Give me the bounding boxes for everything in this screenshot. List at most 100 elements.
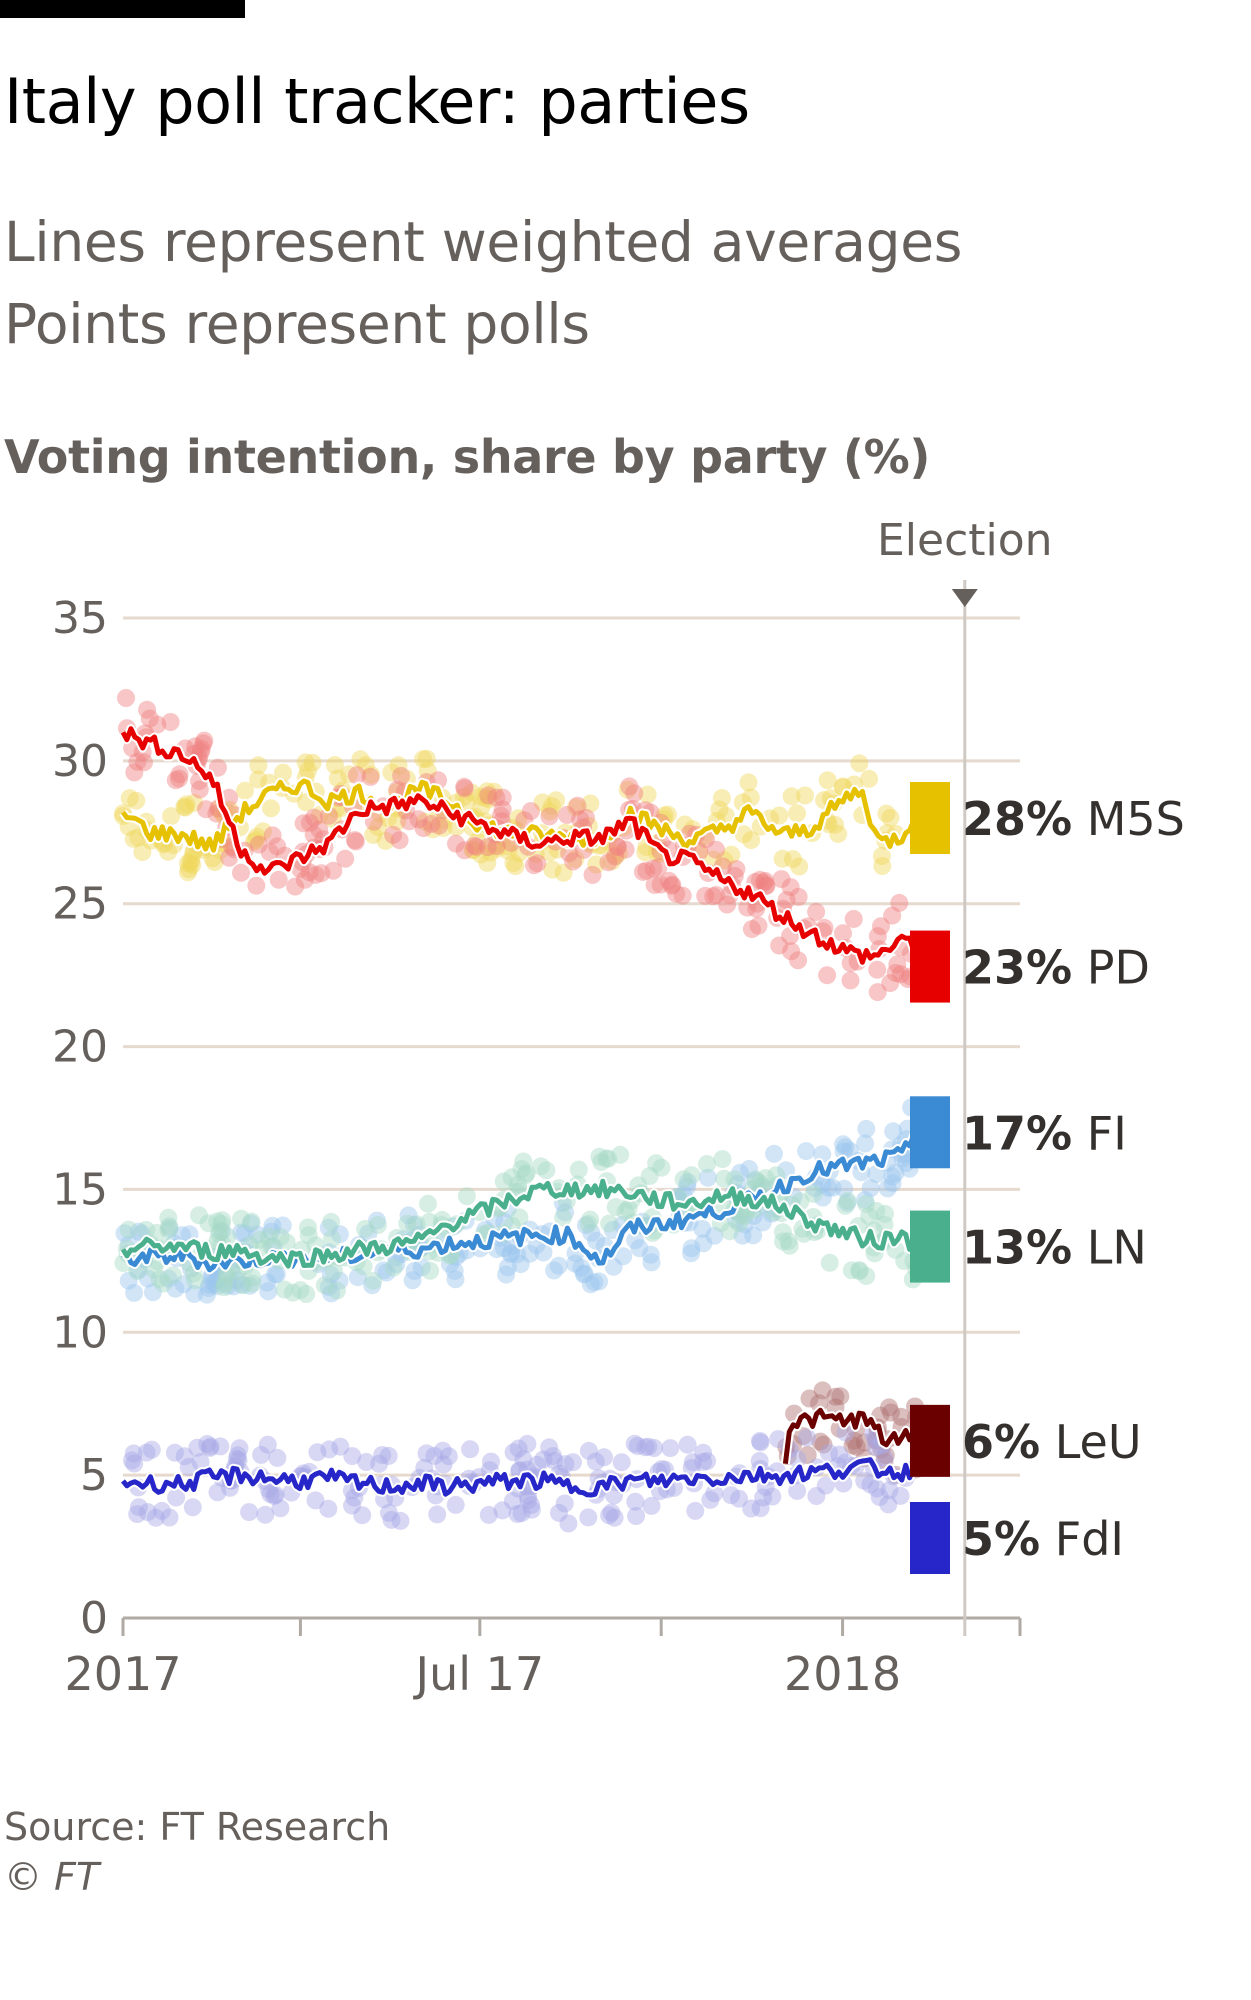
- poll-dot-fdi: [439, 1447, 458, 1466]
- poll-dot-leu: [880, 1398, 898, 1417]
- poll-dot-ln: [746, 1170, 765, 1189]
- poll-dot-fdi: [201, 1437, 220, 1456]
- poll-dot-fi: [682, 1244, 701, 1263]
- y-tick-label: 30: [52, 736, 108, 787]
- poll-dot-fi: [241, 1214, 260, 1233]
- poll-dot-fdi: [331, 1437, 350, 1456]
- poll-dot-fdi: [730, 1489, 748, 1508]
- poll-dot-fi: [219, 1276, 237, 1295]
- poll-dot-ln: [867, 1202, 886, 1220]
- poll-dot-fi: [319, 1277, 338, 1296]
- poll-dot-fdi: [540, 1438, 559, 1457]
- poll-dot-fi: [682, 1239, 701, 1258]
- poll-dot-fi: [883, 1167, 902, 1186]
- poll-dot-fi: [232, 1275, 251, 1294]
- poll-dot-fdi: [788, 1481, 807, 1500]
- poll-dot-pd: [295, 870, 314, 889]
- poll-dot-ln: [277, 1233, 296, 1252]
- poll-dot-pd: [645, 875, 664, 894]
- legend-swatch-ln: [910, 1210, 950, 1283]
- poll-dot-pd: [305, 808, 324, 827]
- poll-dot-ln: [600, 1214, 619, 1233]
- poll-dot-m5s: [587, 855, 606, 874]
- poll-dot-fdi: [763, 1487, 782, 1506]
- poll-dot-fdi: [373, 1446, 392, 1464]
- poll-dot-m5s: [471, 787, 490, 806]
- y-tick-label: 0: [80, 1593, 108, 1644]
- poll-dot-fi: [797, 1142, 816, 1161]
- poll-dot-ln: [398, 1214, 417, 1233]
- poll-dot-pd: [747, 899, 766, 918]
- poll-dot-pd: [148, 715, 167, 734]
- poll-dot-m5s: [356, 756, 375, 775]
- poll-dot-pd: [390, 831, 409, 850]
- poll-dot-fdi: [256, 1505, 275, 1524]
- series-end-label-pd: 23% PD: [962, 941, 1150, 995]
- poll-dot-m5s: [472, 797, 491, 816]
- poll-dot-fdi: [353, 1506, 372, 1525]
- poll-dot-pd: [620, 777, 639, 796]
- poll-dot-pd: [718, 895, 737, 914]
- poll-dot-pd: [868, 983, 887, 1002]
- poll-dot-pd: [117, 689, 135, 707]
- poll-dot-ln: [420, 1212, 439, 1231]
- poll-dot-fdi: [519, 1491, 538, 1510]
- poll-dot-ln: [315, 1276, 334, 1295]
- poll-dot-pd: [455, 841, 474, 860]
- poll-dot-pd: [742, 920, 761, 939]
- poll-dot-ln: [271, 1228, 290, 1246]
- poll-dot-pd: [868, 927, 887, 946]
- poll-dot-fi: [200, 1275, 219, 1294]
- poll-dot-pd: [890, 893, 909, 912]
- poll-dot-ln: [510, 1208, 529, 1227]
- poll-dot-pd: [568, 796, 587, 815]
- poll-dot-leu: [814, 1435, 833, 1454]
- poll-dot-ln: [509, 1175, 528, 1194]
- poll-dot-m5s: [478, 782, 497, 801]
- poll-dot-m5s: [704, 850, 723, 869]
- poll-dot-fdi: [742, 1499, 761, 1518]
- poll-dot-ln: [647, 1154, 666, 1173]
- poll-dot-fdi: [683, 1453, 702, 1472]
- poll-dot-pd: [644, 859, 663, 878]
- poll-dot-m5s: [468, 832, 487, 851]
- poll-dot-fdi: [479, 1505, 498, 1524]
- series-end-label-fdi: 5% FdI: [962, 1512, 1124, 1566]
- poll-dot-pd: [583, 865, 602, 884]
- poll-dot-m5s: [423, 820, 442, 839]
- x-tick-label: 2017: [64, 1647, 181, 1701]
- poll-dot-fi: [861, 1179, 880, 1198]
- poll-dot-fdi: [870, 1488, 889, 1507]
- series-value-fdi: 5%: [962, 1512, 1040, 1566]
- poll-dot-ln: [297, 1285, 316, 1303]
- poll-dot-fi: [581, 1275, 600, 1294]
- poll-dot-fdi: [320, 1440, 339, 1459]
- poll-dot-fi: [834, 1142, 853, 1161]
- poll-dot-ln: [199, 1214, 218, 1233]
- poll-dot-fi: [273, 1216, 292, 1235]
- poll-dot-fi: [614, 1247, 633, 1266]
- poll-dot-ln: [713, 1150, 732, 1169]
- poll-dot-fdi: [461, 1440, 480, 1459]
- poll-dot-ln: [606, 1198, 625, 1216]
- poll-dot-m5s: [877, 804, 896, 823]
- poll-dot-pd: [455, 779, 474, 798]
- poll-dot-fi: [641, 1245, 660, 1264]
- poll-dot-fdi: [434, 1455, 453, 1474]
- poll-dot-pd: [807, 902, 826, 921]
- poll-dot-pd: [138, 700, 157, 719]
- poll-dot-ln: [780, 1236, 799, 1255]
- poll-dot-m5s: [463, 841, 482, 860]
- poll-dot-fdi: [678, 1435, 697, 1454]
- poll-dot-ln: [291, 1281, 310, 1300]
- poll-dot-fdi: [357, 1453, 376, 1471]
- poll-dot-fdi: [798, 1428, 816, 1447]
- poll-dot-m5s: [742, 831, 761, 850]
- poll-dot-pd: [260, 843, 279, 862]
- series-end-label-fi: 17% FI: [962, 1106, 1127, 1160]
- poll-dot-ln: [531, 1157, 550, 1176]
- poll-dot-pd: [493, 800, 512, 819]
- poll-dot-leu: [813, 1381, 832, 1400]
- poll-dot-fdi: [661, 1439, 680, 1458]
- poll-dot-fdi: [125, 1454, 144, 1473]
